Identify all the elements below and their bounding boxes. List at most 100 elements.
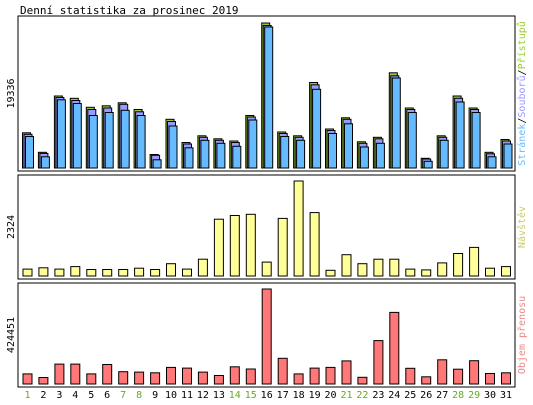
- bar-panel-2-day-7: [118, 269, 129, 277]
- x-tick-label-day-20: 20: [324, 390, 336, 401]
- bar-panel-2-day-8: [134, 267, 145, 277]
- x-tick-label-day-1: 1: [24, 390, 30, 401]
- bar-str-nek-day-18: [296, 139, 306, 169]
- bar-str-nek-day-26: [423, 160, 433, 169]
- bar-panel-3-day-17: [277, 357, 288, 385]
- bar-str-nek-day-17: [280, 136, 290, 169]
- panel-3-max-label: 424451: [6, 317, 17, 353]
- bar-panel-3-day-24: [389, 311, 400, 385]
- x-tick-label-day-10: 10: [165, 390, 177, 401]
- x-tick-label-day-5: 5: [88, 390, 94, 401]
- bar-panel-3-day-14: [229, 366, 240, 385]
- x-tick-label-day-2: 2: [40, 390, 46, 401]
- x-tick-label-day-17: 17: [277, 390, 289, 401]
- panel-1-legend: Stránek/Souborů/Přístupů: [516, 21, 528, 166]
- bar-str-nek-day-23: [375, 142, 385, 169]
- bar-panel-2-day-11: [182, 268, 192, 277]
- panel-1-frame: [17, 15, 516, 172]
- bar-str-nek-day-16: [264, 26, 274, 169]
- x-tick-label-day-12: 12: [197, 390, 209, 401]
- bar-panel-3-day-27: [437, 359, 448, 385]
- x-tick-label-day-7: 7: [120, 390, 126, 401]
- bar-panel-3-day-26: [421, 376, 432, 385]
- panel-2-frame: [17, 174, 516, 280]
- bar-panel-3-day-8: [134, 371, 145, 385]
- panel-3-frame: [17, 282, 516, 388]
- bar-panel-3-day-30: [485, 373, 495, 385]
- x-tick-label-day-11: 11: [181, 390, 193, 401]
- bar-panel-2-day-16: [261, 261, 272, 277]
- bar-panel-2-day-28: [453, 253, 464, 277]
- x-tick-label-day-19: 19: [309, 390, 321, 401]
- bar-panel-2-day-4: [70, 266, 81, 277]
- bar-str-nek-day-7: [120, 109, 130, 169]
- bar-panel-2-day-3: [54, 268, 65, 277]
- bar-panel-2-day-20: [325, 269, 336, 277]
- bar-str-nek-day-28: [455, 101, 465, 169]
- bar-panel-2-day-5: [86, 269, 97, 277]
- bar-panel-3-day-5: [86, 373, 97, 385]
- bar-panel-2-day-6: [102, 269, 113, 277]
- x-tick-label-day-9: 9: [152, 390, 158, 401]
- bar-panel-2-day-10: [166, 263, 176, 277]
- x-tick-label-day-16: 16: [261, 390, 273, 401]
- bar-panel-2-day-12: [197, 258, 208, 277]
- bar-panel-2-day-15: [245, 213, 256, 277]
- bar-str-nek-day-25: [407, 112, 417, 169]
- bar-panel-3-day-10: [166, 366, 176, 385]
- bar-str-nek-day-15: [248, 119, 258, 169]
- bar-str-nek-day-10: [168, 125, 178, 169]
- bar-panel-3-day-18: [293, 373, 304, 385]
- bar-str-nek-day-30: [487, 156, 497, 169]
- bar-str-nek-day-21: [344, 123, 353, 169]
- bar-str-nek-day-12: [200, 139, 210, 169]
- bar-str-nek-day-4: [72, 103, 82, 169]
- bar-panel-2-day-29: [469, 246, 480, 277]
- bar-str-nek-day-24: [391, 77, 401, 169]
- bar-panel-3-day-15: [245, 368, 256, 385]
- x-tick-label-day-14: 14: [229, 390, 241, 401]
- bar-panel-2-day-1: [22, 268, 33, 277]
- bar-panel-2-day-23: [373, 258, 384, 277]
- bar-panel-3-day-3: [54, 363, 65, 385]
- bar-str-nek-day-31: [503, 143, 513, 169]
- bar-panel-3-day-9: [150, 372, 161, 385]
- bar-panel-3-day-7: [118, 371, 129, 385]
- bar-str-nek-day-19: [312, 88, 322, 169]
- bar-panel-3-day-1: [22, 373, 33, 385]
- x-tick-label-day-23: 23: [372, 390, 384, 401]
- bar-panel-2-day-9: [150, 269, 161, 277]
- bar-panel-2-day-24: [389, 258, 400, 277]
- bar-panel-2-day-17: [277, 217, 288, 277]
- bar-str-nek-day-1: [25, 136, 34, 169]
- bar-str-nek-day-13: [216, 142, 226, 169]
- x-tick-label-day-30: 30: [484, 390, 496, 401]
- bar-panel-2-day-2: [38, 267, 49, 277]
- x-tick-label-day-3: 3: [56, 390, 62, 401]
- bar-panel-3-day-12: [197, 371, 208, 385]
- bar-panel-2-day-21: [341, 254, 352, 277]
- x-tick-label-day-13: 13: [213, 390, 225, 401]
- panel-3-legend: Objem přenosu: [516, 296, 528, 374]
- bar-panel-3-day-21: [341, 360, 352, 385]
- bar-str-nek-day-3: [56, 99, 66, 169]
- bar-panel-3-day-22: [357, 376, 368, 385]
- bar-panel-3-day-11: [182, 367, 192, 385]
- bar-panel-2-day-25: [405, 268, 416, 277]
- x-tick-label-day-25: 25: [404, 390, 416, 401]
- x-tick-label-day-15: 15: [245, 390, 257, 401]
- bar-panel-3-day-13: [213, 375, 224, 385]
- bar-panel-2-day-14: [229, 215, 240, 277]
- bar-panel-3-day-20: [325, 366, 336, 385]
- bar-panel-2-day-18: [293, 180, 304, 277]
- bar-panel-3-day-31: [501, 372, 511, 385]
- bar-str-nek-day-6: [104, 112, 114, 169]
- x-tick-label-day-24: 24: [388, 390, 400, 401]
- x-tick-label-day-8: 8: [136, 390, 142, 401]
- x-tick-label-day-29: 29: [468, 390, 480, 401]
- bar-panel-3-day-29: [469, 360, 480, 385]
- bar-str-nek-day-27: [439, 139, 449, 169]
- x-tick-label-day-26: 26: [420, 390, 432, 401]
